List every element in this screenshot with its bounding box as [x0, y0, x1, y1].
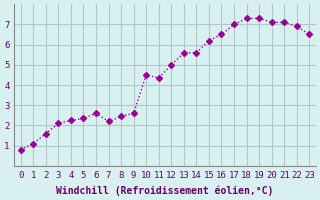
X-axis label: Windchill (Refroidissement éolien,°C): Windchill (Refroidissement éolien,°C) [56, 185, 274, 196]
